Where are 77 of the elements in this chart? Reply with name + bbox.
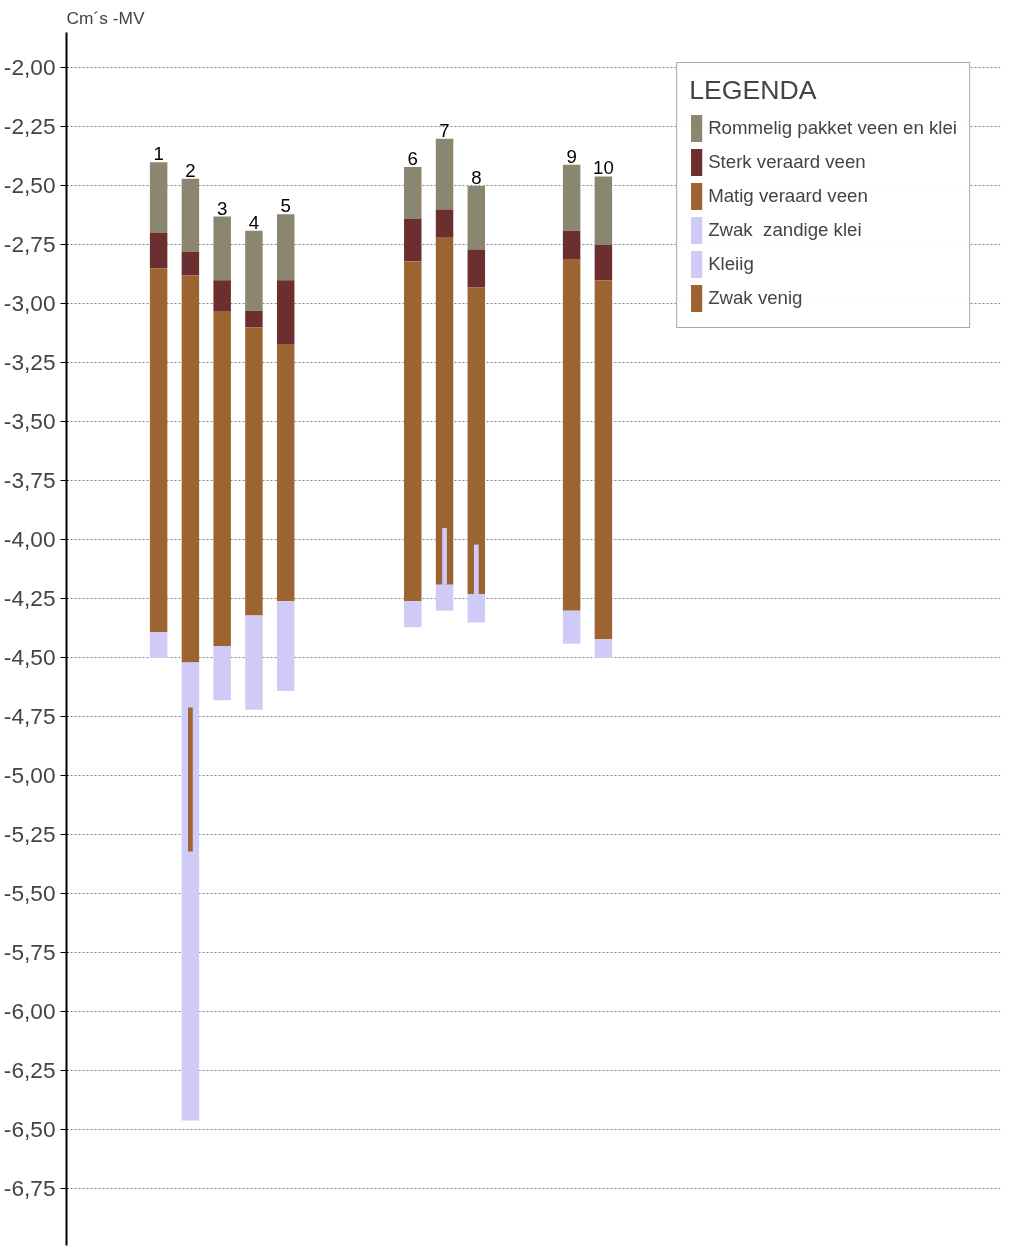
bar [435, 209, 454, 238]
y-tick-label: -2,75 [3, 231, 56, 258]
bar [594, 244, 613, 281]
x-tick-label: 8 [471, 166, 482, 188]
bar [181, 662, 200, 1121]
bar [594, 176, 613, 245]
bar [562, 259, 581, 611]
y-tick-label: -3,50 [3, 408, 56, 435]
bar [435, 138, 454, 210]
x-tick-label: 1 [153, 143, 164, 165]
bar [245, 615, 263, 710]
bar [149, 162, 168, 234]
y-tick-label: -4,50 [3, 644, 56, 671]
bar [594, 639, 613, 658]
bar [149, 268, 168, 632]
bar [181, 275, 200, 663]
y-tick-label: -2,25 [3, 113, 56, 140]
y-axis-title: Cm´s -MV [66, 7, 145, 28]
bar [181, 251, 200, 276]
bar [245, 230, 263, 311]
bar [467, 185, 486, 250]
bar [245, 310, 263, 328]
legend-label: Matig veraard veen [708, 184, 868, 208]
y-tick-label: -5,25 [3, 821, 56, 848]
legend-label: Sterk veraard veen [708, 150, 866, 174]
x-tick-label: 6 [407, 148, 418, 170]
y-tick-label: -6,50 [3, 1116, 56, 1143]
legend-title: LEGENDA [689, 75, 818, 106]
bar [181, 178, 200, 252]
y-tick-label: -5,00 [3, 762, 56, 789]
bar [404, 601, 422, 628]
bar [188, 707, 193, 852]
y-tick-label: -4,00 [3, 526, 56, 553]
bar [435, 237, 454, 585]
x-tick-label: 4 [248, 211, 260, 233]
bar [562, 610, 581, 644]
legend-label: Rommelig pakket veen en klei [708, 116, 957, 140]
x-tick-label: 5 [280, 195, 291, 217]
y-tick-label: -3,75 [3, 467, 56, 494]
x-tick-label: 3 [216, 197, 228, 219]
x-tick-label: 7 [439, 119, 450, 141]
y-tick-label: -5,50 [3, 880, 56, 907]
x-tick-label: 9 [566, 145, 577, 167]
bar [276, 601, 295, 691]
y-tick-label: -6,00 [3, 998, 56, 1025]
x-tick-label: 2 [185, 159, 196, 181]
y-tick-label: -4,25 [3, 585, 56, 612]
y-tick-label: -4,75 [3, 703, 56, 730]
bar [562, 164, 581, 231]
legend-label: Zwak venig [708, 286, 803, 310]
bar [213, 646, 231, 701]
bar [213, 310, 231, 647]
y-tick-label: -6,25 [3, 1057, 56, 1084]
bar [467, 287, 486, 595]
bar [404, 261, 422, 602]
bar [404, 167, 422, 219]
y-tick-label: -2,50 [3, 172, 56, 199]
bar [276, 344, 295, 602]
bar [467, 249, 486, 288]
legend-label: Kleiig [708, 252, 754, 276]
bar [276, 280, 295, 345]
bar [245, 327, 263, 616]
bar [562, 230, 581, 260]
bar [276, 214, 295, 281]
y-tick-label: -3,25 [3, 349, 56, 376]
bar [594, 280, 613, 639]
legend-label: Zwak zandige klei [708, 218, 862, 242]
y-tick-label: -6,75 [3, 1175, 56, 1202]
y-tick-label: -5,75 [3, 939, 56, 966]
bar [213, 280, 231, 311]
y-tick-label: -3,00 [3, 290, 56, 317]
x-tick-label: 10 [593, 157, 614, 179]
bar [149, 233, 168, 269]
bar [149, 631, 168, 658]
y-tick-label: -2,00 [3, 54, 56, 81]
bar [213, 216, 231, 281]
bar [404, 218, 422, 262]
